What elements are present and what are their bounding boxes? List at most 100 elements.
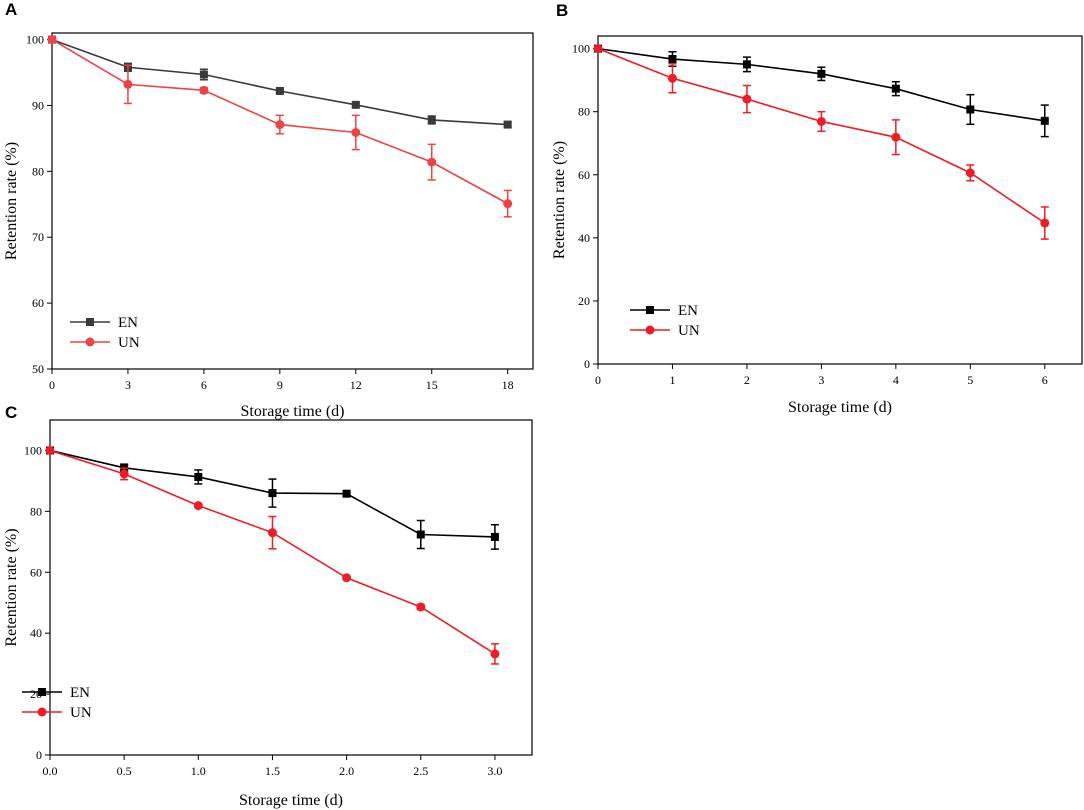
x-tick-label: 2 [744, 373, 750, 387]
x-tick-label: 6 [1042, 373, 1048, 387]
y-tick-label: 0 [36, 748, 42, 762]
y-tick-label: 60 [32, 296, 44, 310]
x-tick-label: 1.0 [191, 764, 206, 778]
plot-frame [51, 32, 534, 370]
y-tick-label: 0 [584, 357, 590, 371]
y-tick-label: 100 [24, 443, 42, 457]
legend-label-en: EN [70, 685, 90, 701]
y-tick-label: 80 [578, 105, 590, 119]
y-tick-label: 60 [578, 168, 590, 182]
plot-frame [597, 35, 1083, 365]
legend-marker-un [37, 707, 47, 717]
y-axis-title: Retention rate (%) [3, 528, 20, 646]
data-point-en [268, 489, 277, 498]
data-point-un [267, 528, 277, 538]
data-point-en [966, 105, 975, 114]
legend-label-un: UN [118, 335, 140, 351]
legend-label-un: UN [678, 323, 700, 339]
panel-label: B [556, 1, 568, 20]
data-point-un [1040, 218, 1050, 228]
x-tick-label: 0.0 [43, 764, 58, 778]
series-line-en [51, 38, 508, 126]
x-axis-title: Storage time (d) [241, 403, 345, 420]
x-tick-label: 0 [49, 378, 55, 392]
y-tick-label: 50 [32, 362, 44, 376]
y-tick-label: 70 [32, 230, 44, 244]
x-tick-label: 1.5 [265, 764, 280, 778]
x-tick-label: 3.0 [487, 764, 502, 778]
legend-marker-en [86, 318, 94, 326]
y-axis-title: Retention rate (%) [551, 141, 568, 259]
x-axis-title: Storage time (d) [239, 792, 343, 809]
panel-label: A [5, 0, 17, 19]
data-point-un [816, 116, 826, 126]
data-point-en [194, 472, 203, 481]
y-tick-label: 80 [32, 164, 44, 178]
data-point-en [199, 70, 208, 79]
data-point-un [47, 35, 57, 45]
y-tick-label: 40 [578, 231, 590, 245]
x-tick-label: 2.5 [413, 764, 428, 778]
y-axis-title: Retention rate (%) [3, 142, 20, 260]
x-tick-label: 2.0 [339, 764, 354, 778]
x-axis-title: Storage time (d) [788, 399, 892, 416]
y-tick-label: 80 [30, 504, 42, 518]
y-tick-label: 100 [26, 33, 44, 47]
legend-marker-en [646, 306, 654, 314]
x-tick-label: 1 [669, 373, 675, 387]
data-point-en [668, 55, 677, 64]
data-point-en [427, 115, 436, 124]
data-point-en [351, 100, 360, 109]
legend-label-un: UN [70, 705, 92, 721]
x-tick-label: 0 [595, 373, 601, 387]
data-point-un [965, 168, 975, 178]
data-point-un [593, 44, 603, 54]
data-point-un [351, 127, 361, 137]
y-tick-label: 90 [32, 98, 44, 112]
x-tick-label: 15 [426, 378, 438, 392]
data-point-un [123, 79, 133, 89]
x-tick-label: 9 [277, 378, 283, 392]
data-point-en [1040, 116, 1049, 125]
data-point-un [742, 94, 752, 104]
data-point-en [742, 60, 751, 69]
x-tick-label: 3 [818, 373, 824, 387]
data-point-en [490, 532, 499, 541]
legend-marker-un [645, 325, 655, 335]
x-tick-label: 6 [201, 378, 207, 392]
y-tick-label: 100 [572, 42, 590, 56]
data-point-un [119, 469, 129, 479]
legend-marker-un [85, 337, 95, 347]
panel-label: C [5, 403, 17, 422]
data-point-un [427, 157, 437, 167]
data-point-un [275, 120, 285, 130]
data-point-en [342, 489, 351, 498]
y-tick-label: 60 [30, 565, 42, 579]
data-point-un [193, 501, 203, 511]
data-point-en [503, 120, 512, 129]
data-point-un [503, 199, 513, 209]
x-tick-label: 18 [502, 378, 514, 392]
chart-a: A 0 3 6 9 12 15 18 50 60 70 80 90 100 Storage time (d)… [3, 0, 534, 420]
x-tick-label: 12 [350, 378, 362, 392]
legend-label-en: EN [118, 315, 138, 331]
data-point-un [199, 85, 209, 95]
x-tick-label: 4 [893, 373, 899, 387]
legend-label-en: EN [678, 303, 698, 319]
data-point-un [490, 649, 500, 659]
data-point-un [416, 602, 426, 612]
data-point-un [342, 573, 352, 583]
series-line-en [597, 47, 1045, 122]
data-point-en [416, 530, 425, 539]
data-point-un [45, 445, 55, 455]
data-point-un [891, 132, 901, 142]
data-point-en [891, 84, 900, 93]
data-point-un [667, 73, 677, 83]
y-tick-label: 40 [30, 626, 42, 640]
y-tick-label: 20 [578, 294, 590, 308]
data-point-en [275, 86, 284, 95]
x-tick-label: 0.5 [117, 764, 132, 778]
x-tick-label: 3 [125, 378, 131, 392]
x-tick-label: 5 [967, 373, 973, 387]
data-point-en [817, 69, 826, 78]
